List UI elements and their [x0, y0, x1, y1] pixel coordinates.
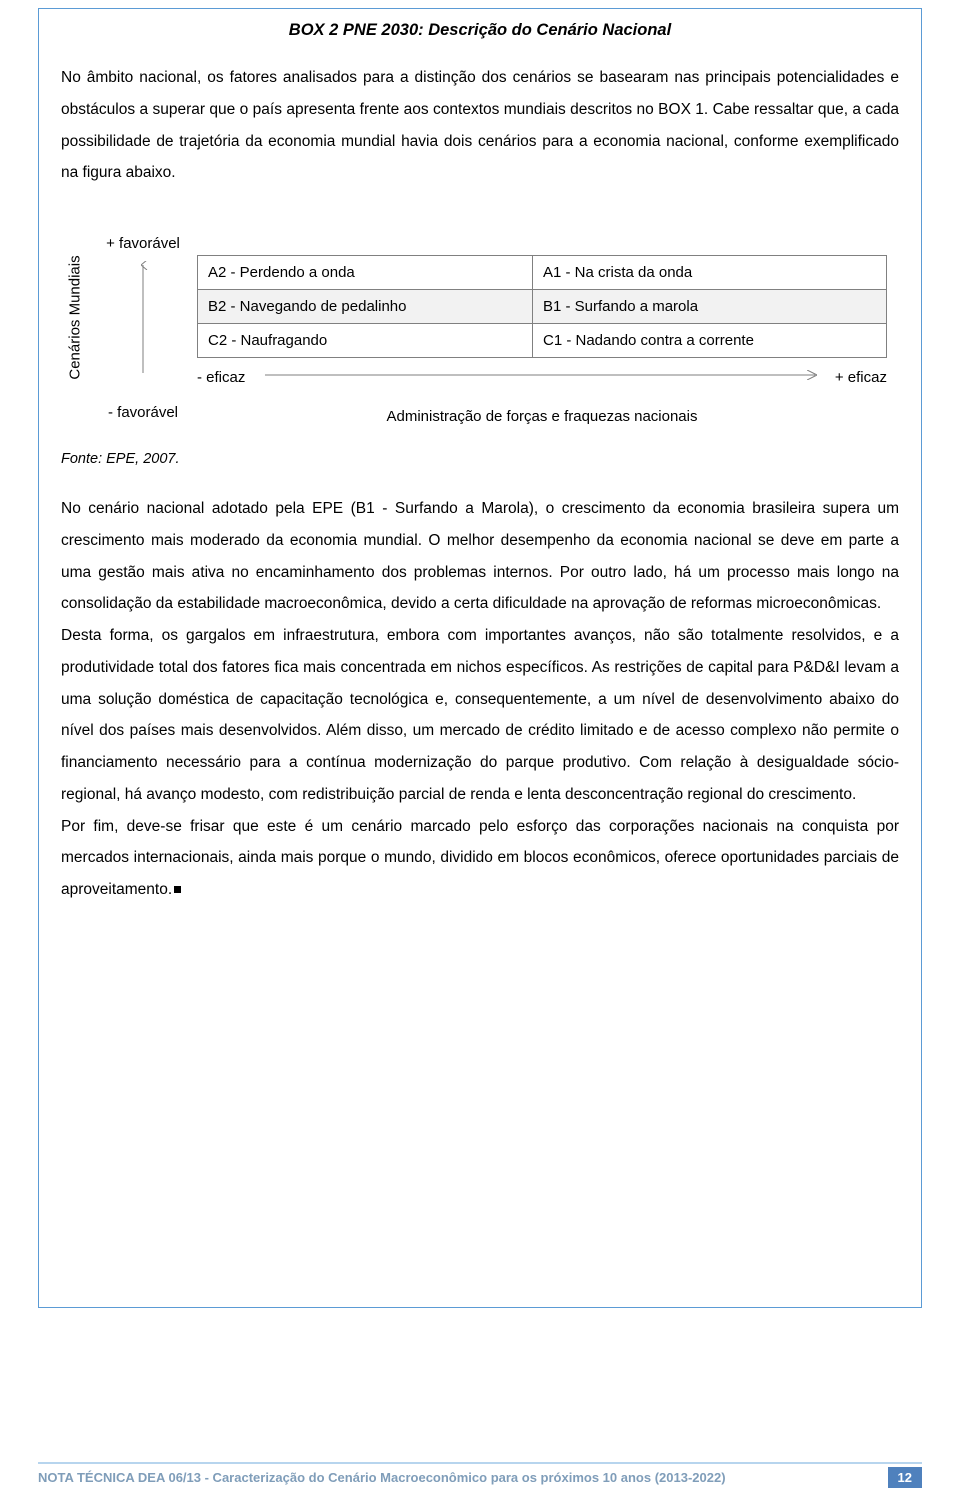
y-axis-bottom-label: - favorável — [89, 404, 197, 421]
paragraph-3: Desta forma, os gargalos em infraestrutu… — [61, 620, 899, 811]
x-axis-right-label: + eficaz — [825, 369, 887, 386]
scenarios-table-column: A2 - Perdendo a onda A1 - Na crista da o… — [197, 241, 899, 425]
box-frame: BOX 2 PNE 2030: Descrição do Cenário Nac… — [38, 8, 922, 1308]
cell-a2: A2 - Perdendo a onda — [198, 256, 533, 290]
paragraph-4-text: Por fim, deve-se frisar que este é um ce… — [61, 818, 899, 899]
x-axis-row: - eficaz + eficaz — [197, 368, 887, 386]
cell-b2: B2 - Navegando de pedalinho — [198, 290, 533, 324]
footer-text: NOTA TÉCNICA DEA 06/13 - Caracterização … — [38, 1470, 888, 1485]
cell-a1: A1 - Na crista da onda — [532, 256, 886, 290]
box-title: BOX 2 PNE 2030: Descrição do Cenário Nac… — [61, 21, 899, 40]
cell-c1: C1 - Nadando contra a corrente — [532, 324, 886, 358]
horizontal-arrow-wrap — [257, 368, 825, 386]
y-axis-top-label: + favorável — [89, 235, 197, 252]
y-axis-label: Cenários Mundiais — [67, 255, 84, 379]
footer-divider — [38, 1462, 922, 1464]
diagram-caption: Administração de forças e fraquezas naci… — [197, 408, 887, 425]
page-number-badge: 12 — [888, 1467, 922, 1488]
scenarios-table: A2 - Perdendo a onda A1 - Na crista da o… — [197, 255, 887, 358]
y-axis-column: + favorável - favorável — [89, 241, 197, 411]
page-footer: NOTA TÉCNICA DEA 06/13 - Caracterização … — [0, 1462, 960, 1488]
paragraph-4: Por fim, deve-se frisar que este é um ce… — [61, 811, 899, 906]
table-row: B2 - Navegando de pedalinho B1 - Surfand… — [198, 290, 887, 324]
cell-b1: B1 - Surfando a marola — [532, 290, 886, 324]
scenarios-diagram: Cenários Mundiais + favorável - favoráve… — [61, 241, 899, 425]
end-square-icon — [174, 886, 181, 893]
vertical-arrow-icon — [133, 261, 153, 377]
paragraph-1: No âmbito nacional, os fatores analisado… — [61, 62, 899, 189]
horizontal-arrow-icon — [263, 368, 819, 382]
x-axis-left-label: - eficaz — [197, 369, 257, 386]
table-row: A2 - Perdendo a onda A1 - Na crista da o… — [198, 256, 887, 290]
paragraph-2: No cenário nacional adotado pela EPE (B1… — [61, 493, 899, 620]
footer-row: NOTA TÉCNICA DEA 06/13 - Caracterização … — [38, 1467, 922, 1488]
y-axis-label-wrap: Cenários Mundiais — [61, 241, 89, 411]
diagram-source: Fonte: EPE, 2007. — [61, 451, 899, 467]
table-row: C2 - Naufragando C1 - Nadando contra a c… — [198, 324, 887, 358]
cell-c2: C2 - Naufragando — [198, 324, 533, 358]
